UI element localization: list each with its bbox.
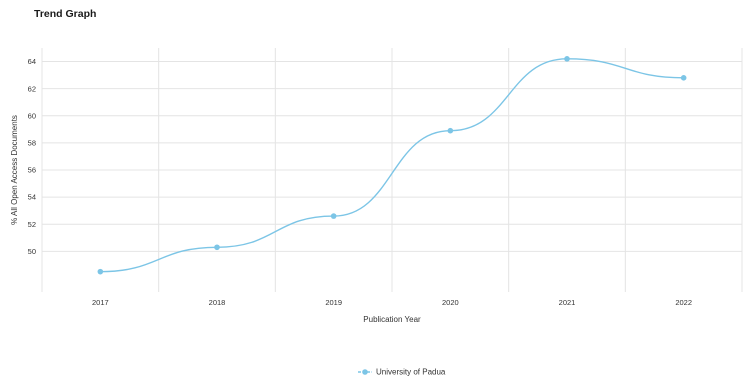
y-tick-label: 52 [28, 220, 36, 229]
y-tick-label: 60 [28, 111, 36, 120]
data-point[interactable] [564, 56, 570, 62]
data-point[interactable] [447, 127, 454, 134]
x-tick-label: 2020 [442, 298, 459, 307]
y-tick-labels: 50 52 54 56 58 60 62 64 [28, 57, 36, 256]
y-axis-title: % All Open Access Documents [10, 115, 19, 225]
y-tick-label: 54 [28, 193, 36, 202]
x-tick-label: 2018 [209, 298, 226, 307]
data-point[interactable] [330, 213, 337, 219]
x-tick-label: 2022 [675, 298, 692, 307]
page-title: Trend Graph [34, 8, 97, 20]
x-tick-label: 2021 [559, 298, 576, 307]
y-tick-label: 64 [28, 57, 36, 66]
legend-label: University of Padua [376, 368, 446, 377]
series-layer [97, 56, 687, 275]
y-tick-label: 56 [28, 166, 36, 175]
y-tick-label: 58 [28, 138, 36, 147]
data-point[interactable] [97, 268, 104, 275]
data-point[interactable] [680, 75, 687, 81]
legend[interactable]: University of Padua [358, 368, 446, 377]
data-point[interactable] [214, 244, 220, 251]
y-tick-label: 50 [28, 247, 36, 256]
legend-marker-dot [362, 369, 368, 375]
x-tick-label: 2019 [325, 298, 342, 307]
y-tick-label: 62 [28, 84, 36, 93]
x-tick-labels: 2017 2018 2019 2020 2021 2022 [92, 298, 692, 307]
x-axis-title: Publication Year [363, 315, 421, 324]
x-tick-label: 2017 [92, 298, 109, 307]
grid-layer [41, 48, 743, 292]
series-line [100, 58, 684, 273]
